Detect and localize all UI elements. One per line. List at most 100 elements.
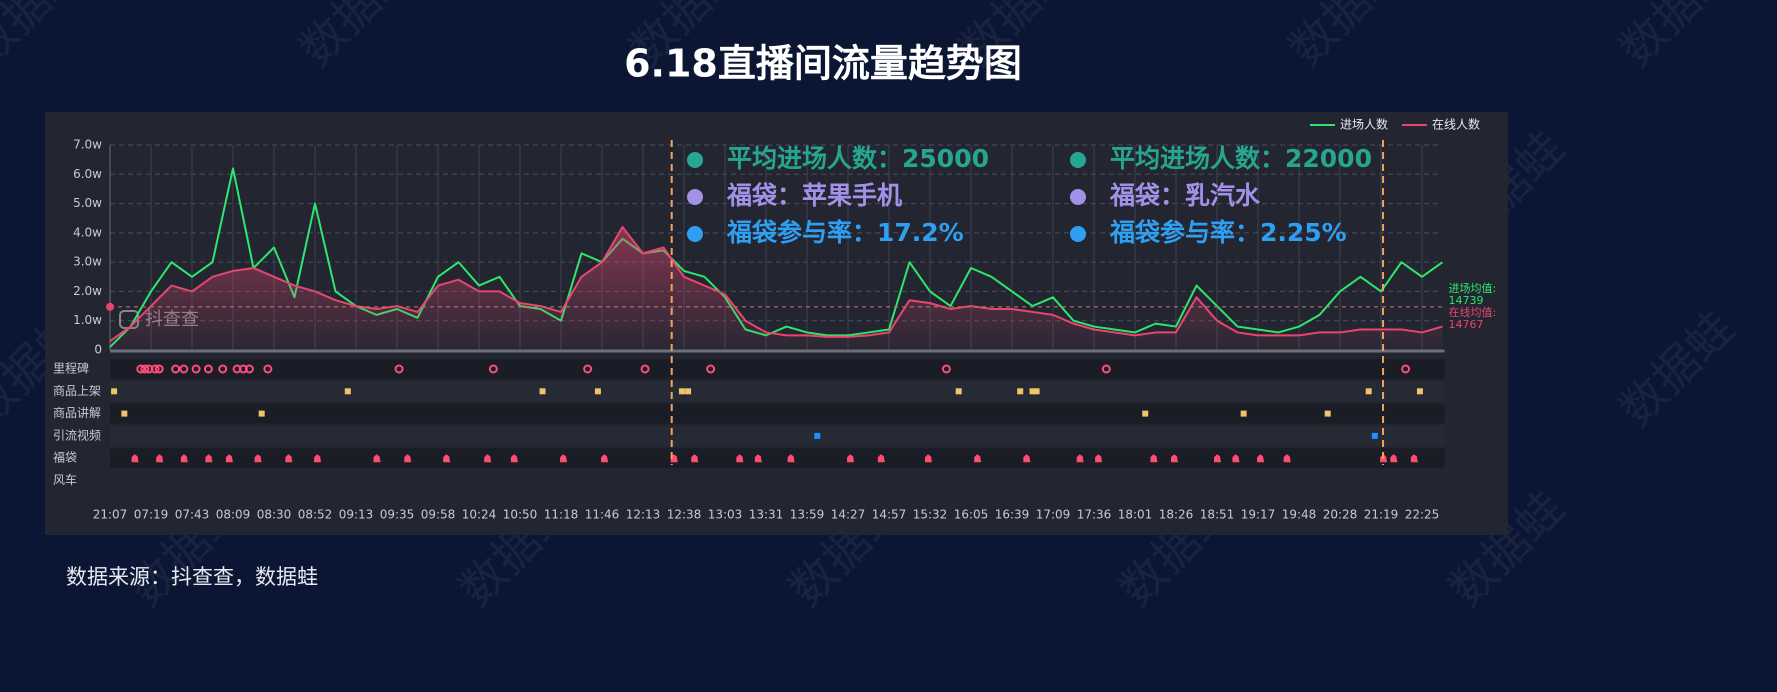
x-tick-label: 12:13 [626, 508, 661, 522]
event-mark [814, 432, 821, 439]
annotation-dot [1070, 152, 1086, 168]
x-tick-label: 09:58 [421, 508, 456, 522]
x-tick-label: 21:19 [1364, 508, 1399, 522]
event-mark [974, 454, 982, 463]
event-mark [560, 454, 568, 463]
event-mark [1214, 454, 1221, 463]
x-tick-label: 08:52 [298, 508, 333, 522]
x-tick-label: 08:30 [257, 508, 292, 522]
area [110, 227, 1443, 350]
y-tick-label: 2.0w [73, 284, 102, 298]
event-mark [154, 364, 164, 374]
row-label: 里程碑 [53, 361, 89, 376]
event-mark [1365, 388, 1372, 395]
event-mark [443, 454, 451, 463]
event-mark [191, 364, 201, 374]
event-mark [685, 388, 692, 395]
event-mark [1416, 388, 1423, 395]
y-tick-label: 7.0w [73, 138, 102, 152]
event-mark [1390, 454, 1398, 463]
event-mark [1401, 364, 1411, 374]
event-mark [404, 454, 412, 463]
x-tick-label: 10:50 [503, 508, 538, 522]
x-tick-label: 18:26 [1159, 508, 1194, 522]
event-mark [1029, 388, 1036, 395]
annotation: 福袋参与率：2.25% [1109, 218, 1347, 247]
event-mark [1170, 454, 1178, 463]
average-label: 在线均值: [1449, 305, 1497, 319]
annotation: 福袋：乳汽水 [1109, 181, 1261, 210]
x-tick-label: 11:46 [585, 508, 620, 522]
x-tick-label: 08:09 [216, 508, 251, 522]
x-tick-label: 11:18 [544, 508, 579, 522]
annotation: 平均进场人数：22000 [1110, 144, 1372, 173]
event-mark [1324, 410, 1331, 417]
event-mark [955, 388, 962, 395]
event-mark [1142, 410, 1149, 417]
row-label: 风车 [53, 472, 77, 487]
y-tick-label: 5.0w [73, 196, 102, 210]
annotation: 福袋：苹果手机 [726, 181, 902, 210]
event-mark [203, 364, 213, 374]
row-band [110, 448, 1445, 469]
annotation: 平均进场人数：25000 [727, 144, 989, 173]
y-tick-label: 4.0w [73, 225, 102, 239]
event-mark [736, 454, 744, 463]
average-label: 进场均值: [1449, 281, 1497, 295]
event-mark [539, 388, 546, 395]
legend-label: 进场人数 [1340, 117, 1388, 132]
event-mark [1371, 432, 1378, 439]
event-mark [583, 364, 593, 374]
event-mark [218, 364, 228, 374]
event-mark [1257, 454, 1265, 463]
legend-label: 在线人数 [1432, 117, 1480, 132]
event-mark [601, 454, 609, 463]
average-value: 14739 [1449, 294, 1484, 307]
event-mark [180, 454, 188, 463]
x-tick-label: 13:31 [749, 508, 784, 522]
x-tick-label: 16:05 [954, 508, 989, 522]
event-mark [140, 364, 150, 374]
x-tick-label: 19:17 [1241, 508, 1276, 522]
axis-point [106, 302, 114, 311]
event-mark [244, 364, 254, 374]
x-tick-label: 13:03 [708, 508, 743, 522]
event-mark [847, 454, 855, 463]
x-tick-label: 09:13 [339, 508, 374, 522]
event-mark [1150, 454, 1158, 463]
event-mark [373, 454, 381, 463]
y-tick-label: 1.0w [73, 313, 102, 327]
row-band [110, 403, 1445, 424]
x-tick-label: 13:59 [790, 508, 825, 522]
x-tick-label: 09:35 [380, 508, 415, 522]
event-mark [205, 454, 213, 463]
x-tick-label: 18:01 [1118, 508, 1153, 522]
annotation-dot [687, 152, 703, 168]
event-mark [754, 454, 762, 463]
event-mark [258, 410, 265, 417]
event-mark [488, 364, 498, 374]
event-mark [314, 454, 322, 463]
event-mark [1283, 454, 1291, 463]
event-mark [1101, 364, 1111, 374]
event-mark [691, 454, 699, 463]
row-band [110, 425, 1445, 446]
row-label: 商品上架 [53, 383, 101, 398]
x-tick-label: 21:07 [93, 508, 128, 522]
event-mark [150, 364, 160, 374]
x-tick-label: 17:36 [1077, 508, 1112, 522]
line [109, 167, 1444, 348]
x-tick-label: 07:19 [134, 508, 169, 522]
event-mark [1017, 388, 1024, 395]
average-value: 14767 [1449, 318, 1484, 331]
event-mark [394, 364, 404, 374]
x-tick-label: 16:39 [995, 508, 1030, 522]
event-mark [941, 364, 951, 374]
row-band [110, 381, 1445, 402]
x-tick-label: 19:48 [1282, 508, 1317, 522]
row-label: 商品讲解 [53, 405, 101, 420]
event-mark [136, 364, 146, 374]
event-mark [1023, 454, 1031, 463]
